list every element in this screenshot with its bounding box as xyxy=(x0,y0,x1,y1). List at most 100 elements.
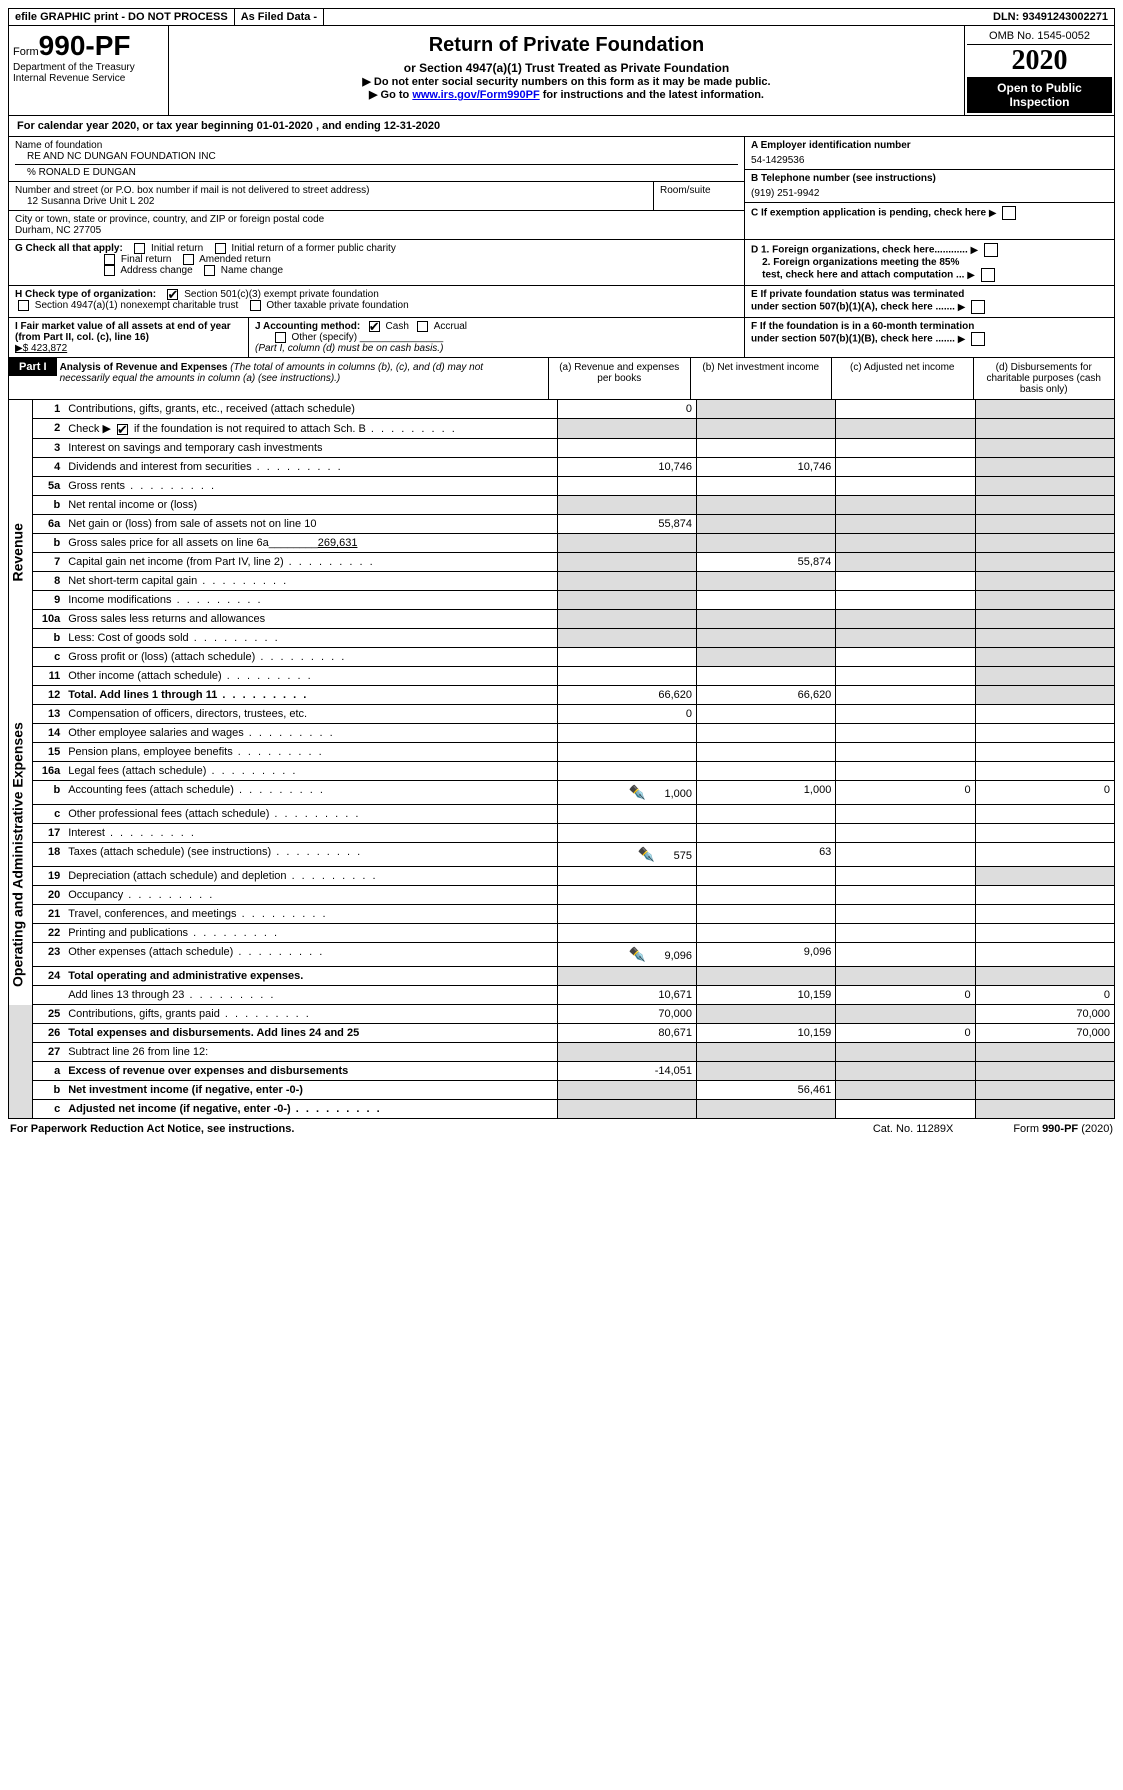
h-501c3-checkbox[interactable] xyxy=(167,289,178,300)
line-16c: cOther professional fees (attach schedul… xyxy=(9,805,1115,824)
city-label: City or town, state or province, country… xyxy=(15,214,738,225)
h-other-checkbox[interactable] xyxy=(250,300,261,311)
f-checkbox[interactable] xyxy=(971,332,985,346)
line-9: 9Income modifications xyxy=(9,591,1115,610)
goto-post: for instructions and the latest informat… xyxy=(540,89,764,101)
line2-checkbox[interactable] xyxy=(117,424,128,435)
d1-checkbox[interactable] xyxy=(984,243,998,257)
g-final-checkbox[interactable] xyxy=(104,254,115,265)
footer-catno: Cat. No. 11289X xyxy=(873,1123,954,1135)
line-26: 26Total expenses and disbursements. Add … xyxy=(9,1024,1115,1043)
section-g: G Check all that apply: Initial return I… xyxy=(9,240,744,285)
g-opt-former: Initial return of a former public charit… xyxy=(231,243,396,254)
part1-title: Analysis of Revenue and Expenses xyxy=(60,362,228,373)
name-label: Name of foundation xyxy=(15,140,738,151)
section-ij-f: I Fair market value of all assets at end… xyxy=(8,318,1115,358)
attach-icon[interactable]: ✒️ xyxy=(629,784,646,800)
col-c-header: (c) Adjusted net income xyxy=(832,358,974,399)
footer-right: Form 990-PF (2020) xyxy=(1013,1123,1113,1135)
line-21: 21Travel, conferences, and meetings xyxy=(9,905,1115,924)
foundation-info: Name of foundation RE AND NC DUNGAN FOUN… xyxy=(8,137,1115,240)
e-checkbox[interactable] xyxy=(971,300,985,314)
d1-label: D 1. Foreign organizations, check here..… xyxy=(751,245,968,256)
g-opt-name: Name change xyxy=(221,265,283,276)
g-opt-amended: Amended return xyxy=(199,254,271,265)
j-accrual-checkbox[interactable] xyxy=(417,321,428,332)
line-16b: bAccounting fees (attach schedule)✒️ 1,0… xyxy=(9,781,1115,805)
line-17: 17Interest xyxy=(9,824,1115,843)
g-name-checkbox[interactable] xyxy=(204,265,215,276)
ein-value: 54-1429536 xyxy=(751,155,1108,166)
city-state-zip: Durham, NC 27705 xyxy=(15,225,738,236)
omb-number: OMB No. 1545-0052 xyxy=(967,28,1112,45)
section-e: E If private foundation status was termi… xyxy=(744,286,1114,317)
ein-label: A Employer identification number xyxy=(751,140,1108,151)
g-label: G Check all that apply: xyxy=(15,243,123,254)
d2-checkbox[interactable] xyxy=(981,268,995,282)
open-public-badge: Open to Public Inspection xyxy=(967,77,1112,113)
e2-label: under section 507(b)(1)(A), check here .… xyxy=(751,302,955,313)
j-note: (Part I, column (d) must be on cash basi… xyxy=(255,343,443,354)
h-opt3: Other taxable private foundation xyxy=(266,300,408,311)
line-10c: cGross profit or (loss) (attach schedule… xyxy=(9,648,1115,667)
h-opt1: Section 501(c)(3) exempt private foundat… xyxy=(184,289,379,300)
attach-icon[interactable]: ✒️ xyxy=(638,846,655,862)
line-20: 20Occupancy xyxy=(9,886,1115,905)
g-opt-initial: Initial return xyxy=(151,243,203,254)
tax-year: 2020 xyxy=(967,45,1112,77)
g-opt-address: Address change xyxy=(120,265,192,276)
dln: DLN: 93491243002271 xyxy=(987,9,1114,25)
i-value: ▶$ 423,872 xyxy=(15,343,67,354)
line-19: 19Depreciation (attach schedule) and dep… xyxy=(9,867,1115,886)
part1-table: Revenue 1Contributions, gifts, grants, e… xyxy=(8,400,1115,1119)
g-opt-final: Final return xyxy=(121,254,172,265)
irs-link[interactable]: www.irs.gov/Form990PF xyxy=(412,89,539,101)
exemption-checkbox[interactable] xyxy=(1002,206,1016,220)
g-initial-return-checkbox[interactable] xyxy=(134,243,145,254)
line-6a: 6aNet gain or (loss) from sale of assets… xyxy=(9,515,1115,534)
g-initial-former-checkbox[interactable] xyxy=(215,243,226,254)
line-24b: Add lines 13 through 2310,67110,15900 xyxy=(9,986,1115,1005)
line-3: 3Interest on savings and temporary cash … xyxy=(9,439,1115,458)
g-amended-checkbox[interactable] xyxy=(183,254,194,265)
header-left: Form990-PF Department of the Treasury In… xyxy=(9,26,169,115)
goto-line: ▶ Go to www.irs.gov/Form990PF for instru… xyxy=(173,88,960,101)
phone-value: (919) 251-9942 xyxy=(751,188,1108,199)
col-a-header: (a) Revenue and expenses per books xyxy=(549,358,691,399)
exemption-label: C If exemption application is pending, c… xyxy=(751,208,986,219)
calendar-year-row: For calendar year 2020, or tax year begi… xyxy=(8,116,1115,137)
phone-cell: B Telephone number (see instructions) (9… xyxy=(745,170,1114,203)
line-10a: 10aGross sales less returns and allowanc… xyxy=(9,610,1115,629)
g-address-checkbox[interactable] xyxy=(104,265,115,276)
h-4947-checkbox[interactable] xyxy=(18,300,29,311)
h-opt2: Section 4947(a)(1) nonexempt charitable … xyxy=(35,300,238,311)
section-h: H Check type of organization: Section 50… xyxy=(9,286,744,317)
line-8: 8Net short-term capital gain xyxy=(9,572,1115,591)
ein-cell: A Employer identification number 54-1429… xyxy=(745,137,1114,170)
col-d-header: (d) Disbursements for charitable purpose… xyxy=(974,358,1115,399)
j-other-checkbox[interactable] xyxy=(275,332,286,343)
line-18: 18Taxes (attach schedule) (see instructi… xyxy=(9,843,1115,867)
i-label: I Fair market value of all assets at end… xyxy=(15,321,231,343)
section-ij: I Fair market value of all assets at end… xyxy=(9,318,744,357)
expenses-label: Operating and Administrative Expenses xyxy=(9,705,33,1005)
h-label: H Check type of organization: xyxy=(15,289,156,300)
line-14: 14Other employee salaries and wages xyxy=(9,724,1115,743)
line-13: Operating and Administrative Expenses 13… xyxy=(9,705,1115,724)
ssn-warning: ▶ Do not enter social security numbers o… xyxy=(173,75,960,88)
footer-left: For Paperwork Reduction Act Notice, see … xyxy=(10,1123,294,1135)
j-cash: Cash xyxy=(386,321,409,332)
foundation-name: RE AND NC DUNGAN FOUNDATION INC xyxy=(15,151,738,162)
j-cash-checkbox[interactable] xyxy=(369,321,380,332)
form-subtitle: or Section 4947(a)(1) Trust Treated as P… xyxy=(173,61,960,75)
j-accrual: Accrual xyxy=(434,321,467,332)
section-f: F If the foundation is in a 60-month ter… xyxy=(744,318,1114,357)
name-cell: Name of foundation RE AND NC DUNGAN FOUN… xyxy=(9,137,744,182)
exemption-cell: C If exemption application is pending, c… xyxy=(745,203,1114,223)
attach-icon[interactable]: ✒️ xyxy=(629,946,646,962)
line-11: 11Other income (attach schedule) xyxy=(9,667,1115,686)
line-4: 4Dividends and interest from securities1… xyxy=(9,458,1115,477)
header-right: OMB No. 1545-0052 2020 Open to Public In… xyxy=(964,26,1114,115)
line-25: 25Contributions, gifts, grants paid70,00… xyxy=(9,1005,1115,1024)
goto-pre: ▶ Go to xyxy=(369,89,412,101)
